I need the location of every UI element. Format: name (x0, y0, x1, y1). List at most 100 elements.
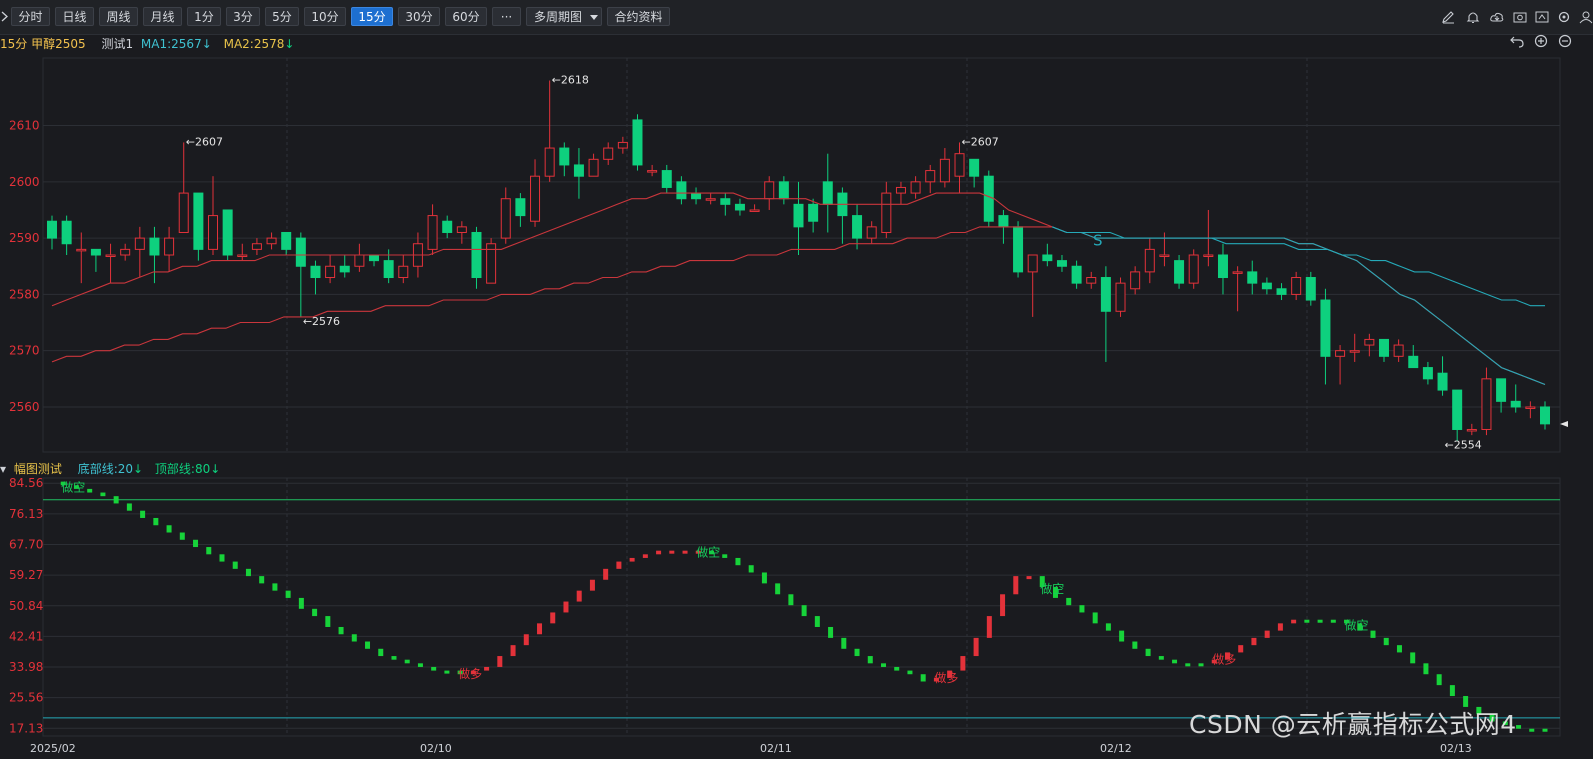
osc-bar-up (470, 670, 476, 675)
osc-bar-down (298, 597, 304, 609)
candle-down (193, 192, 204, 250)
period-button-15min[interactable]: 15分 (351, 7, 393, 26)
user-icon[interactable] (1579, 10, 1593, 24)
osc-bar-up (523, 634, 529, 646)
osc-bar-down (272, 583, 278, 591)
collapse-arrow-icon[interactable] (0, 7, 10, 26)
short-signal-label: 做空 (1345, 617, 1369, 632)
period-button-month[interactable]: 月线 (143, 7, 182, 26)
osc-bar-down (166, 525, 172, 533)
candle-up (134, 237, 145, 250)
candle-up (1232, 271, 1243, 274)
share-icon[interactable] (1535, 10, 1549, 24)
osc-bar-up (933, 677, 939, 682)
period-button-3min[interactable]: 3分 (226, 7, 260, 26)
candle-down (691, 192, 702, 200)
candle-up (1466, 428, 1477, 432)
sub-y-tick-label: 25.56 (9, 691, 43, 705)
long-signal-label: 做多 (458, 666, 482, 681)
sub-y-tick-label: 33.98 (9, 660, 43, 674)
osc-bar-up (1238, 645, 1244, 653)
candle-down (969, 158, 980, 177)
candle-down (734, 203, 745, 211)
period-button-week[interactable]: 周线 (99, 7, 138, 26)
x-axis-date-label: 02/11 (760, 742, 792, 755)
candle-down (1071, 265, 1082, 284)
osc-bar-down (1052, 587, 1058, 598)
osc-bar-up (629, 557, 635, 562)
period-button-timeshare[interactable]: 分时 (11, 7, 50, 26)
candle-down (1056, 260, 1067, 267)
period-button-5min[interactable]: 5分 (265, 7, 299, 26)
period-button-1min[interactable]: 1分 (187, 7, 221, 26)
candle-up (881, 192, 892, 233)
multi-period-label: 多周期图 (534, 10, 583, 24)
candle-up (500, 198, 511, 239)
main-y-tick-label: 2590 (9, 231, 40, 245)
osc-bar-down (1132, 641, 1138, 649)
period-button-day[interactable]: 日线 (55, 7, 94, 26)
multi-period-dropdown[interactable]: 多周期图 (526, 7, 602, 26)
alert-icon[interactable] (1466, 10, 1480, 24)
zoom-in-icon[interactable] (1534, 34, 1548, 48)
osc-bar-up (642, 554, 648, 558)
osc-bar-down (748, 565, 754, 573)
candle-down (1247, 271, 1258, 284)
sub-collapse-icon[interactable]: ▾ (0, 462, 7, 476)
osc-bar-down (814, 616, 820, 627)
undo-icon[interactable] (1510, 34, 1524, 48)
candle-up (588, 158, 599, 177)
main-y-tick-label: 2580 (9, 287, 40, 301)
osc-bar-up (510, 645, 516, 657)
high-annotation: ←2607 (186, 135, 223, 148)
osc-bar-down (444, 670, 450, 674)
osc-bar-down (378, 648, 384, 657)
candle-up (764, 181, 775, 200)
osc-bar-down (1330, 619, 1336, 623)
candle-down (559, 147, 570, 166)
cloud-icon[interactable] (1490, 10, 1504, 24)
osc-bar-down (1436, 674, 1442, 686)
osc-bar-up (603, 568, 609, 580)
main-chart-frame (42, 57, 1561, 453)
osc-bar-up (947, 670, 953, 678)
osc-bar-down (1542, 728, 1548, 732)
period-button-30min[interactable]: 30分 (398, 7, 440, 26)
settings-icon[interactable] (1557, 10, 1571, 24)
osc-bar-down (1066, 597, 1072, 606)
osc-bar-down (1357, 623, 1363, 631)
candle-up (544, 147, 555, 177)
x-axis-date-label: 02/12 (1100, 742, 1132, 755)
x-axis-date-label: 02/10 (420, 742, 452, 755)
candle-up (1203, 254, 1214, 257)
contract-info-button[interactable]: 合约资料 (607, 7, 670, 26)
more-periods-button[interactable]: ··· (492, 7, 521, 26)
osc-bar-up (563, 601, 569, 613)
sub-y-tick-label: 84.56 (9, 476, 43, 490)
candle-down (471, 231, 482, 279)
zoom-out-icon[interactable] (1558, 34, 1572, 48)
candle-down (61, 220, 72, 245)
period-button-10min[interactable]: 10分 (304, 7, 346, 26)
sub-y-tick-label: 17.13 (9, 721, 43, 735)
osc-bar-down (391, 656, 397, 660)
sub-indicator-title: 幅图测试 (13, 462, 62, 476)
osc-bar-down (1172, 659, 1178, 664)
screenshot-icon[interactable] (1513, 10, 1527, 24)
candle-down (808, 203, 819, 222)
candle-down (149, 237, 160, 256)
osc-bar-down (1396, 645, 1402, 653)
candle-down (1510, 400, 1521, 408)
candle-up (925, 170, 936, 183)
candle-down (1437, 372, 1448, 391)
candle-up (1349, 350, 1360, 353)
candle-up (647, 170, 658, 173)
period-button-60min[interactable]: 60分 (445, 7, 487, 26)
candle-down (1217, 254, 1228, 279)
candle-down (1378, 338, 1389, 357)
osc-bar-down (219, 554, 225, 562)
ma2-value: MA2:2578 (223, 37, 285, 51)
draw-icon[interactable] (1441, 10, 1455, 24)
osc-bar-down (60, 481, 66, 486)
